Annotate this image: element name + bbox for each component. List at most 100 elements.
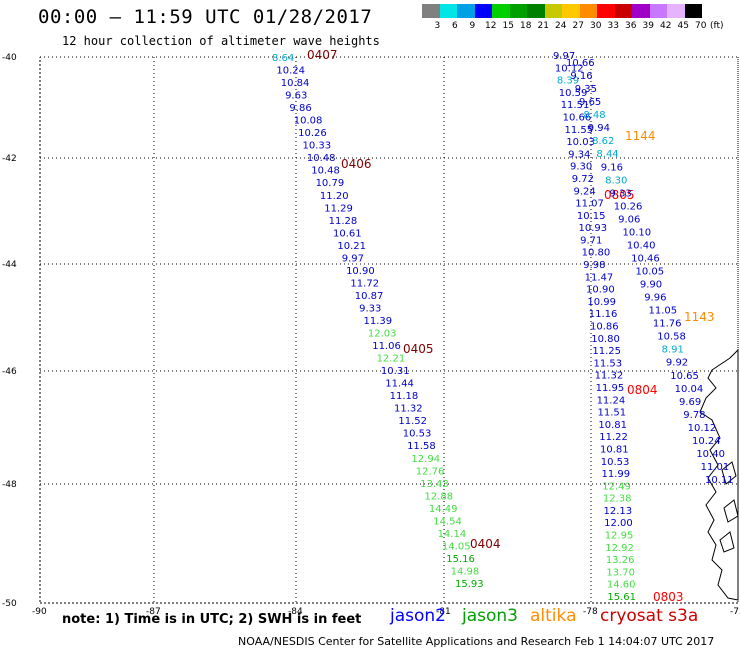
scale-label: 9 [469,21,476,31]
wave-value: 9.24 [573,186,595,197]
wave-value: 15.61 [607,592,636,603]
wave-value: 10.59 [559,88,588,99]
credit-line: NOAA/NESDIS Center for Satellite Applica… [238,635,715,648]
wave-value: 12.88 [425,491,454,502]
wave-value: 9.16 [570,71,592,82]
lon-label: -75 [730,607,740,617]
scale-label: 3 [434,21,441,31]
scale-swatch [422,4,440,18]
wave-value: 12.21 [377,354,406,365]
wave-value: 10.81 [598,420,627,431]
wave-value: 10.21 [337,241,366,252]
wave-value: 9.63 [285,91,307,102]
lat-label: -46 [2,367,17,377]
wave-value: 14.54 [433,516,462,527]
wave-value: 11.07 [575,199,604,210]
scale-swatch [474,4,492,18]
lat-label: -44 [2,260,17,270]
wave-value: 10.87 [355,291,384,302]
wave-value: 10.58 [657,332,686,343]
time-tag: 0804 [627,383,658,397]
wave-value: 11.44 [385,379,414,390]
wave-value: 10.24 [692,436,721,447]
wave-value: 11.51 [597,408,626,419]
scale-label: 45 [677,21,689,31]
wave-value: 9.78 [683,410,705,421]
wave-value: 10.46 [631,253,660,264]
wave-value: 10.33 [303,141,332,152]
wave-value: 10.26 [614,201,643,212]
wave-value: 12.38 [603,494,632,505]
wave-value: 8.48 [583,110,605,121]
lon-label: -81 [436,607,451,617]
scale-swatch [509,4,527,18]
wave-value: 11.99 [602,469,631,480]
time-tag: 1143 [684,310,715,324]
wave-value: 11.55 [564,125,593,136]
wave-value: 8.91 [662,345,684,356]
scale-label: 33 [607,21,619,31]
wave-value: 10.99 [587,297,616,308]
wave-value: 10.53 [601,457,630,468]
wave-value: 14.98 [451,566,480,577]
wave-value: 10.05 [636,267,665,278]
wave-value: 10.65 [670,371,699,382]
wave-value: 11.05 [649,306,678,317]
wave-value: 11.29 [324,203,353,214]
footnote: note: 1) Time is in UTC; 2) SWH is in fe… [62,612,362,627]
scale-swatch [649,4,667,18]
legend-jason3: jason3 [462,606,518,626]
wave-value: 11.76 [653,319,682,330]
wave-value: 11.51 [561,100,590,111]
wave-value: 9.72 [572,174,594,185]
wave-value: 9.86 [289,103,311,114]
time-tag: 0805 [604,188,635,202]
wave-value: 10.03 [566,137,595,148]
wave-value: 10.15 [577,211,606,222]
wave-value: 15.16 [446,554,475,565]
wave-value: 10.12 [688,423,717,434]
legend-cryosat-s3a: cryosat s3a [600,606,699,626]
wave-value: 10.08 [294,116,323,127]
wave-value: 10.90 [586,285,615,296]
wave-value: 10.11 [705,475,734,486]
wave-value: 8.44 [596,149,618,160]
scale-swatch [562,4,580,18]
wave-value: 11.53 [594,358,623,369]
wave-value: 11.95 [596,383,625,394]
lon-label: -87 [146,607,161,617]
wave-value: 11.52 [398,416,427,427]
wave-value: 9.97 [553,51,575,62]
wave-value: 11.39 [364,316,393,327]
scale-swatch [597,4,615,18]
wave-value: 14.14 [438,529,467,540]
wave-value: 12.95 [605,531,634,542]
wave-value: 10.24 [276,66,305,77]
wave-value: 10.40 [696,449,725,460]
wave-value: 10.40 [627,240,656,251]
scale-label: 70 [695,21,707,31]
wave-value: 13.43 [420,479,449,490]
scale-swatch [492,4,510,18]
plot-frame [39,56,739,604]
lon-label: -90 [32,607,47,617]
wave-value: 12.76 [416,466,445,477]
scale-label: 42 [660,21,672,31]
wave-value: 12.49 [602,481,631,492]
scale-swatch [544,4,562,18]
time-tag: 0803 [653,590,684,604]
wave-value: 11.22 [599,432,628,443]
wave-value: 11.01 [701,462,730,473]
wave-value: 11.25 [592,346,621,357]
scale-swatch [439,4,457,18]
wave-value: 10.61 [333,228,362,239]
time-tag: 0405 [403,342,434,356]
wave-value: 9.35 [575,84,597,95]
wave-value: 11.58 [407,441,436,452]
wave-value: 13.70 [606,567,635,578]
wave-value: 9.97 [342,253,364,264]
wave-value: 9.34 [568,149,590,160]
wave-value: 10.79 [316,178,345,189]
time-tag: 0406 [341,157,372,171]
